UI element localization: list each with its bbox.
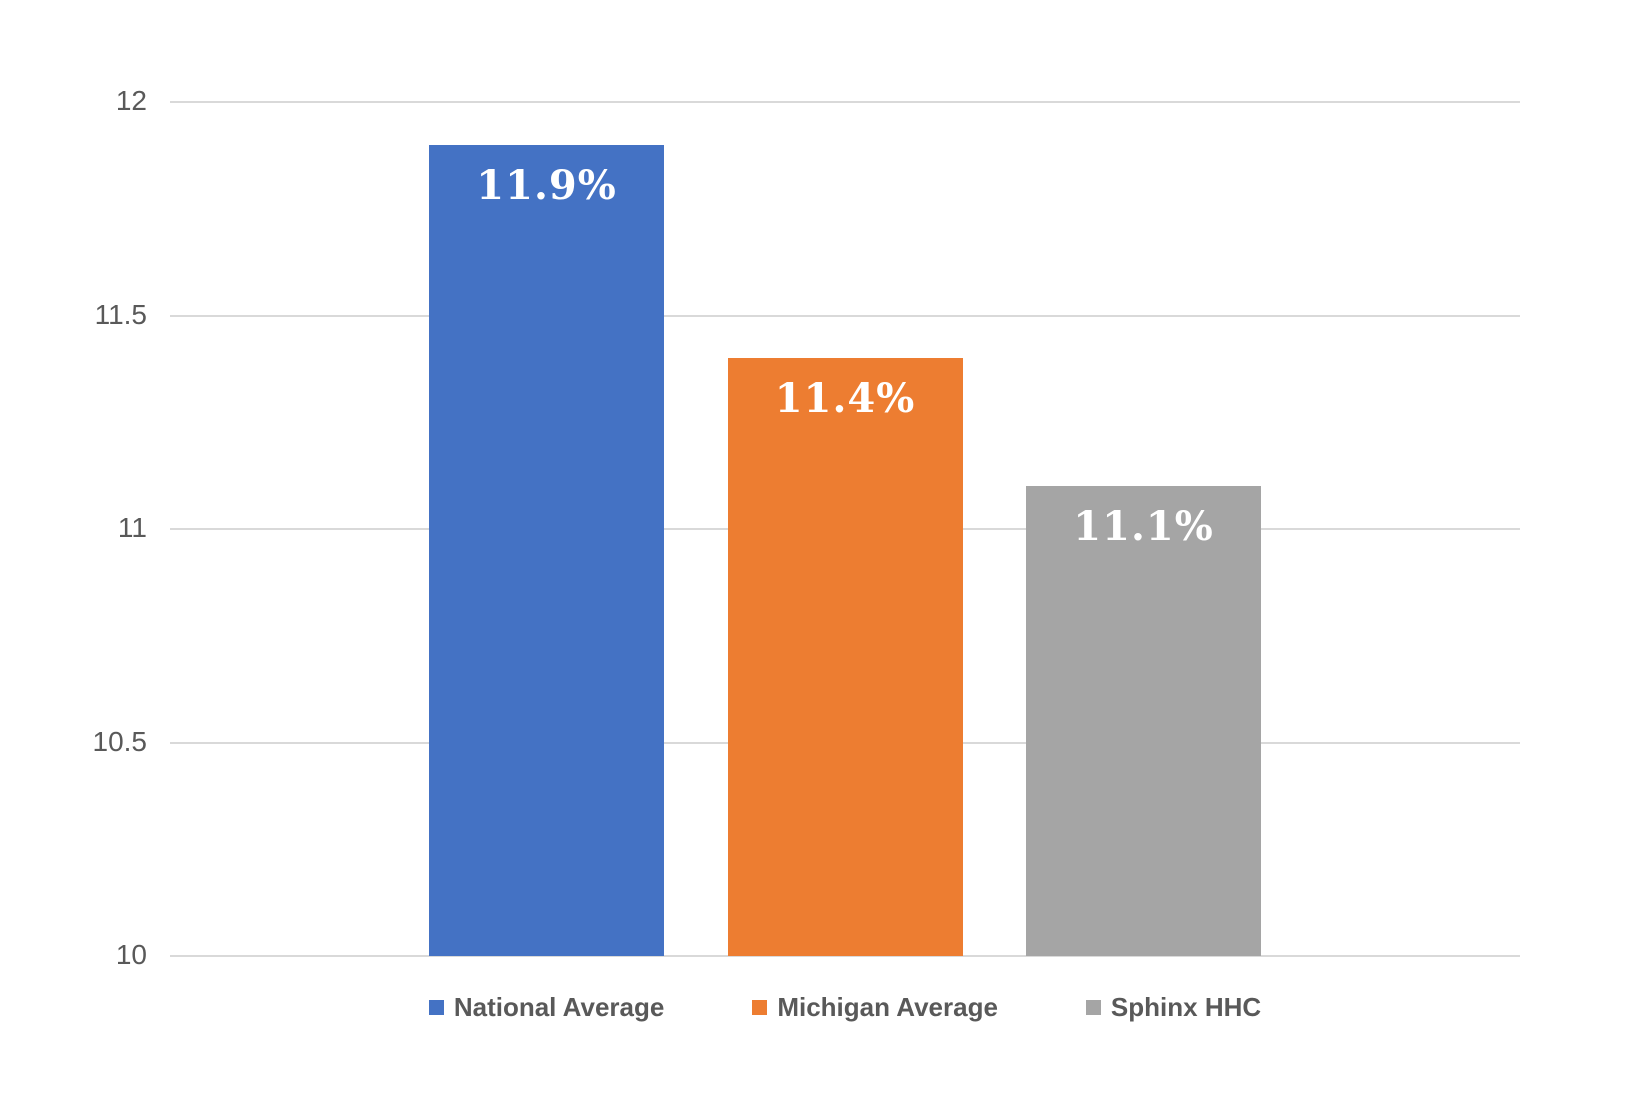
y-tick-label: 10 (115, 938, 147, 970)
y-tick-label: 12 (115, 84, 147, 116)
legend-item-national-average: National Average (428, 991, 665, 1023)
gridline-10 (170, 955, 1520, 957)
bar-national-average: 11.9% (429, 144, 664, 956)
legend-item-sphinx-hhc: Sphinx HHC (1085, 991, 1262, 1023)
legend-label: Sphinx HHC (1110, 991, 1262, 1022)
legend: National Average Michigan Average Sphinx H… (170, 986, 1520, 1028)
legend-label: Michigan Average (777, 991, 998, 1022)
plot-area: 11.9% 11.4% 11.1% (170, 101, 1520, 957)
legend-item-michigan-average: Michigan Average (752, 992, 998, 1023)
gridline-12 (170, 101, 1520, 103)
gridline-11.5 (170, 314, 1520, 317)
y-tick-label: 11.5 (94, 298, 147, 330)
y-tick-label: 11 (117, 511, 147, 543)
bar-value-label: 11.4% (774, 375, 916, 423)
legend-swatch-icon (1085, 999, 1101, 1015)
legend-label: National Average (453, 991, 665, 1022)
bar-value-label: 11.1% (1073, 503, 1214, 551)
bar-michigan-average: 11.4% (727, 358, 963, 956)
legend-swatch-icon (752, 999, 768, 1015)
bar-value-label: 11.9% (476, 161, 617, 209)
bar-sphinx-hhc: 11.1% (1026, 486, 1261, 956)
y-axis: 10 10.5 11 11.5 12 (0, 0, 148, 1097)
legend-swatch-icon (428, 999, 444, 1015)
y-tick-label: 10.5 (92, 725, 148, 757)
